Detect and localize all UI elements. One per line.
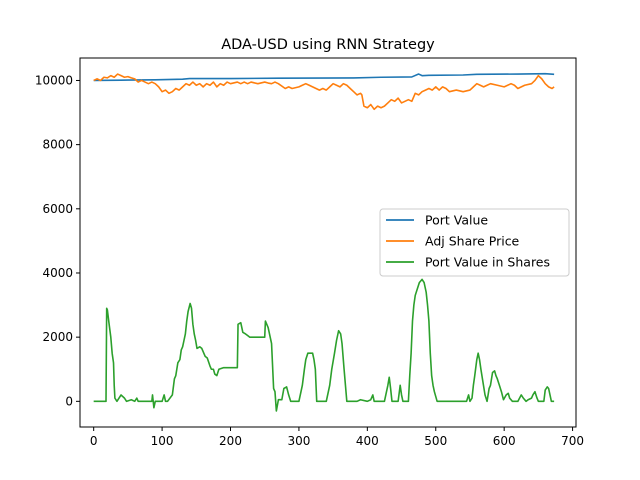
y-tick-label: 0 (65, 394, 73, 408)
x-tick-label: 300 (287, 434, 310, 448)
y-tick-label: 6000 (42, 202, 73, 216)
x-tick-label: 100 (151, 434, 174, 448)
y-tick-label: 2000 (42, 330, 73, 344)
x-tick-label: 700 (561, 434, 584, 448)
legend-box (379, 208, 570, 277)
chart-title: ADA-USD using RNN Strategy (221, 37, 435, 53)
legend-label: Adj Share Price (425, 234, 520, 249)
legend-label: Port Value in Shares (425, 255, 550, 270)
x-axis: 0 100 200 300 400 500 600 700 (90, 427, 584, 448)
legend-label: Port Value (425, 213, 488, 228)
y-tick-label: 8000 (42, 138, 73, 152)
legend: Port Value Adj Share Price Port Value in S… (379, 208, 570, 277)
series-layer (93, 72, 555, 412)
x-tick-label: 500 (424, 434, 447, 448)
plot-frame (79, 57, 577, 428)
x-tick-label: 200 (219, 434, 242, 448)
series-line-2 (93, 73, 555, 111)
x-tick-label: 400 (356, 434, 379, 448)
y-tick-label: 10000 (35, 73, 73, 87)
x-tick-label: 0 (90, 434, 98, 448)
series-line-1 (93, 72, 555, 82)
y-axis: 0 2000 4000 6000 8000 10000 (35, 73, 80, 408)
y-tick-label: 4000 (42, 266, 73, 280)
series-line-3 (93, 278, 555, 412)
x-tick-label: 600 (493, 434, 516, 448)
